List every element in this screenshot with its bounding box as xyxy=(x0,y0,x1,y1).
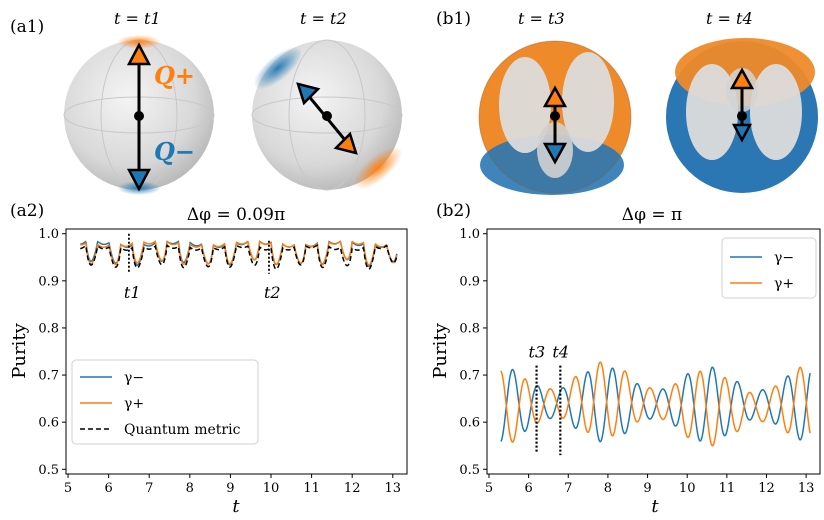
bloch-sphere-a1 xyxy=(63,35,215,195)
bloch-sphere-b2 xyxy=(666,38,818,193)
ytick-label: 1.0 xyxy=(459,227,480,242)
sphere-a1-label-top: Q+ xyxy=(154,61,195,90)
annotation-label: t3 xyxy=(529,343,546,362)
bloch-sphere-b1 xyxy=(478,40,632,195)
chart-b2-legend: γ− γ+ xyxy=(721,237,817,299)
series-quantum-metric xyxy=(80,243,398,270)
chart-b2-frame xyxy=(486,228,821,475)
ytick-label: 0.7 xyxy=(459,369,480,384)
xtick-label: 5 xyxy=(64,481,72,496)
sphere-a2-title: t = t2 xyxy=(300,9,347,28)
bloch-sphere-a2 xyxy=(251,39,403,191)
xtick-label: 10 xyxy=(679,481,696,496)
series-gamma-plus xyxy=(500,361,811,447)
panel-label-a1: (a1) xyxy=(10,17,44,37)
sphere-b1-title: t = t3 xyxy=(518,9,565,28)
legend-b2-item-1: γ+ xyxy=(774,276,794,292)
xtick-label: 12 xyxy=(344,481,361,496)
xtick-label: 10 xyxy=(263,481,280,496)
xtick-label: 7 xyxy=(145,481,153,496)
xtick-label: 8 xyxy=(604,481,612,496)
legend-b2-item-0: γ− xyxy=(774,250,794,266)
panel-label-b1: (b1) xyxy=(436,9,471,29)
chart-a2-frame xyxy=(65,228,408,475)
ytick-label: 0.6 xyxy=(38,416,59,431)
ytick-label: 0.5 xyxy=(38,463,59,478)
panel-label-a2: (a2) xyxy=(10,201,44,221)
xtick-label: 6 xyxy=(524,481,532,496)
ytick-label: 1.0 xyxy=(38,227,59,242)
ytick-label: 0.8 xyxy=(38,321,59,336)
series-gamma-minus xyxy=(500,366,811,443)
ytick-label: 0.9 xyxy=(38,274,59,289)
chart-b2-xlabel: t xyxy=(651,496,659,517)
xtick-label: 7 xyxy=(564,481,572,496)
sphere-a1-label-bottom: Q− xyxy=(154,137,195,166)
chart-a2-title: Δφ = 0.09π xyxy=(187,205,285,225)
ytick-label: 0.5 xyxy=(459,463,480,478)
ytick-label: 0.9 xyxy=(459,274,480,289)
legend-a2-item-1: γ+ xyxy=(124,396,144,412)
panel-label-b2: (b2) xyxy=(436,201,471,221)
xtick-label: 13 xyxy=(385,481,402,496)
annotation-label: t2 xyxy=(264,283,281,302)
chart-a2-legend: γ− γ+ Quantum metric xyxy=(71,359,259,445)
xtick-label: 5 xyxy=(485,481,493,496)
xtick-label: 11 xyxy=(719,481,736,496)
chart-a2: Δφ = 0.09π 5 6 7 8 9 10 11 12 13 0.5 0.6 0.7 0.8 0.9 1… xyxy=(9,205,408,517)
series-gamma-plus xyxy=(80,240,398,266)
xtick-label: 11 xyxy=(303,481,320,496)
ytick-label: 0.8 xyxy=(459,321,480,336)
chart-b2-ylabel: Purity xyxy=(430,322,451,378)
chart-b2-title: Δφ = π xyxy=(622,205,682,225)
ytick-label: 0.6 xyxy=(459,416,480,431)
ytick-label: 0.7 xyxy=(38,369,59,384)
xtick-label: 9 xyxy=(226,481,234,496)
xtick-label: 6 xyxy=(104,481,112,496)
annotation-label: t4 xyxy=(552,343,569,362)
annotation-label: t1 xyxy=(124,283,141,302)
xtick-label: 12 xyxy=(758,481,775,496)
legend-a2-item-2: Quantum metric xyxy=(124,422,241,438)
chart-a2-ylabel: Purity xyxy=(9,322,30,378)
chart-b2: Δφ = π 5 6 7 8 9 10 11 12 13 0.5 0.6 0.7 0.8 0.9 1.0 t… xyxy=(430,205,821,517)
legend-a2-item-0: γ− xyxy=(124,370,144,386)
xtick-label: 8 xyxy=(186,481,194,496)
chart-a2-xlabel: t xyxy=(232,496,240,517)
sphere-a1-title: t = t1 xyxy=(114,9,161,28)
xtick-label: 13 xyxy=(798,481,815,496)
xtick-label: 9 xyxy=(643,481,651,496)
sphere-b2-title: t = t4 xyxy=(706,9,753,28)
